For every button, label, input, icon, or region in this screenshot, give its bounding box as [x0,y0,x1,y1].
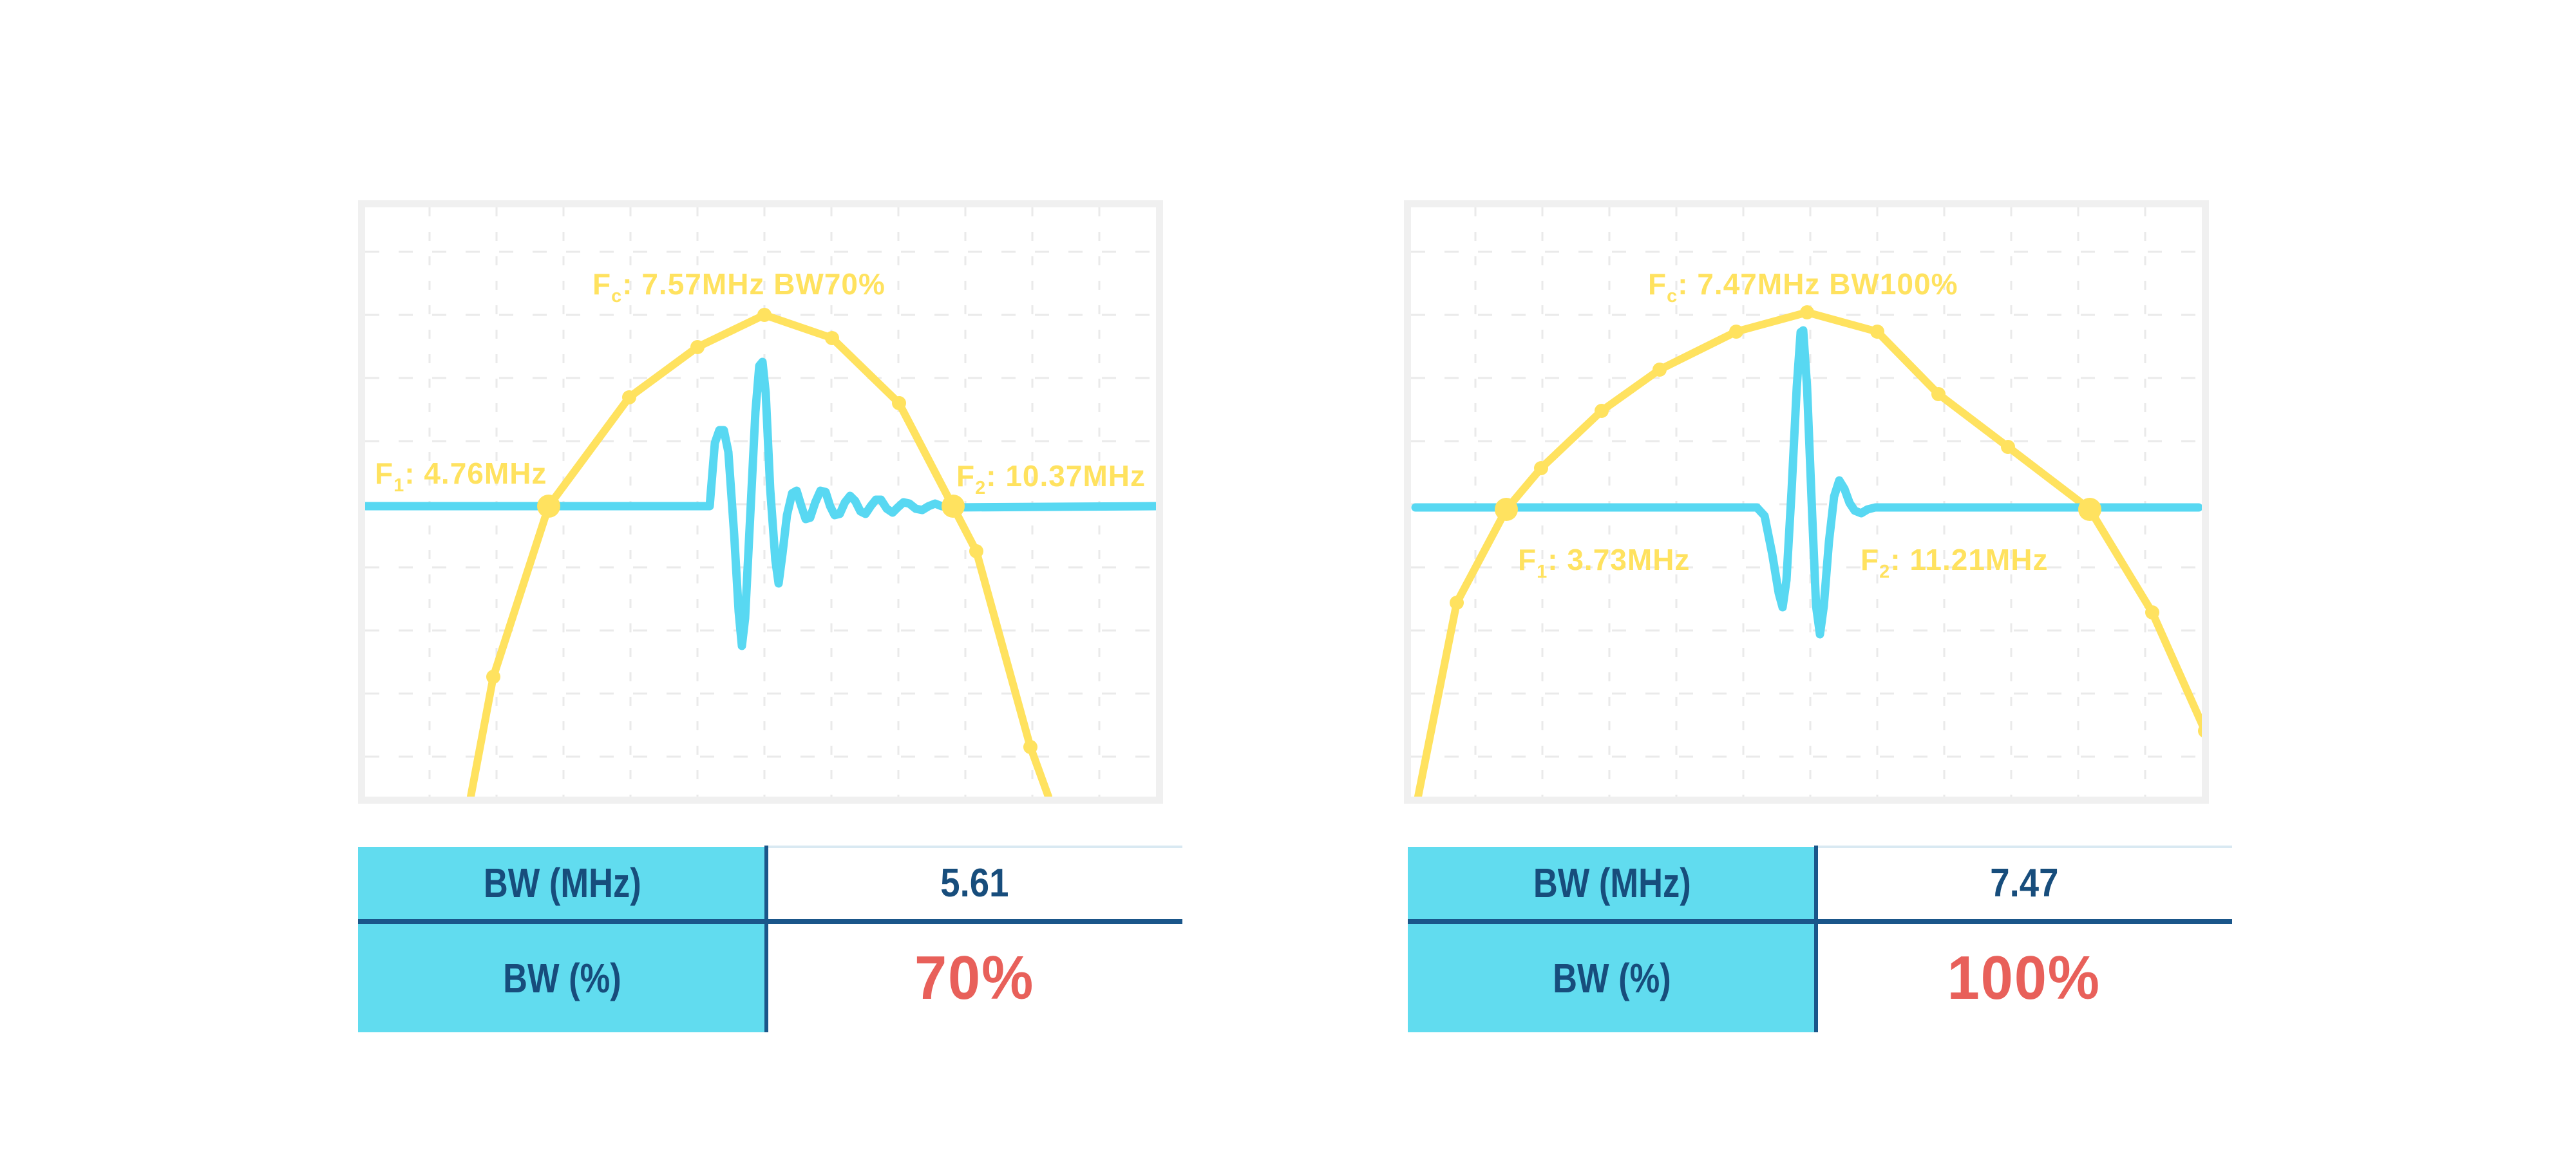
table-row: BW (%) 70% [358,924,1182,1032]
bw-mhz-value: 7.47 [1989,860,2059,905]
spectrum-point-dot [2145,605,2159,620]
spectrum-point-dot [2001,440,2015,454]
chart-frame [1404,200,2209,804]
bw-pct-value: 70% [914,943,1035,1012]
bw-mhz-label: BW (MHz) [483,860,641,906]
pulse-waveform [361,357,1160,650]
spectrum-point-dot [622,390,636,404]
table-top-rule [766,846,1182,848]
table-row: BW (MHz) 7.47 [1408,847,2232,919]
spectrum-point-dot [892,396,906,410]
spectrum-point-dot [1870,325,1884,339]
fc-label: Fc: 7.47MHz BW100% [1648,267,1958,307]
spectrum-chart-left: Fc: 7.57MHz BW70% F1: 4.76MHz F2: 10.37MHz [358,200,1163,804]
pulse-waveform [1411,326,2203,639]
spectrum-point-dot [1800,305,1814,319]
bw-mhz-label: BW (MHz) [1533,860,1691,906]
f2-marker-dot [2078,498,2101,521]
bw-pct-label: BW (%) [1553,955,1671,1001]
bw-pct-label-cell: BW (%) [1408,924,1816,1032]
bw-pct-value-cell: 100% [1816,924,2232,1032]
table-top-rule [1816,846,2232,848]
bw-mhz-label-cell: BW (MHz) [1408,847,1816,919]
spectrum-point-dot [1450,596,1464,610]
table-row-divider [1408,919,2232,924]
f1-label: F1: 3.73MHz [1518,543,1690,582]
bw-table-right: BW (MHz) 7.47 BW (%) 100% [1408,846,2232,1032]
spectrum-point-dot [486,670,500,684]
bw-mhz-value-cell: 7.47 [1816,847,2232,919]
f2-label: F2: 11.21MHz [1861,543,2048,582]
spectrum-point-dot [969,544,983,558]
spectrum-point-dot [690,340,705,354]
table-column-divider [764,846,768,1032]
spectrum-point-dot [1595,404,1609,418]
bw-pct-label: BW (%) [503,955,621,1001]
bw-mhz-value: 5.61 [940,860,1009,905]
bw-table-left: BW (MHz) 5.61 BW (%) 70% [358,846,1182,1032]
fc-label: Fc: 7.57MHz BW70% [592,267,886,307]
spectrum-point-dot [1931,387,1946,401]
table-column-divider [1814,846,1818,1032]
bw-mhz-value-cell: 5.61 [766,847,1182,919]
bw-mhz-label-cell: BW (MHz) [358,847,766,919]
spectrum-point-dot [1534,461,1548,475]
f1-marker-dot [537,495,560,518]
table-row: BW (MHz) 5.61 [358,847,1182,919]
f1-label: F1: 4.76MHz [375,457,547,496]
spectrum-point-dot [1023,740,1037,754]
f2-label: F2: 10.37MHz [956,459,1146,498]
f1-marker-dot [1495,498,1518,521]
table-row-divider [358,919,1182,924]
spectrum-point-dot [757,308,772,322]
chart-frame [358,200,1163,804]
bw-pct-label-cell: BW (%) [358,924,766,1032]
bw-pct-value-cell: 70% [766,924,1182,1032]
table-row: BW (%) 100% [1408,924,2232,1032]
f2-marker-dot [942,495,965,518]
spectrum-chart-right: Fc: 7.47MHz BW100% F1: 3.73MHz F2: 11.21MH… [1404,200,2209,804]
spectrum-point-dot [825,331,839,345]
spectrum-point-dot [1729,325,1743,339]
spectrum-point-dot [1653,363,1667,377]
bw-pct-value: 100% [1947,943,2101,1012]
